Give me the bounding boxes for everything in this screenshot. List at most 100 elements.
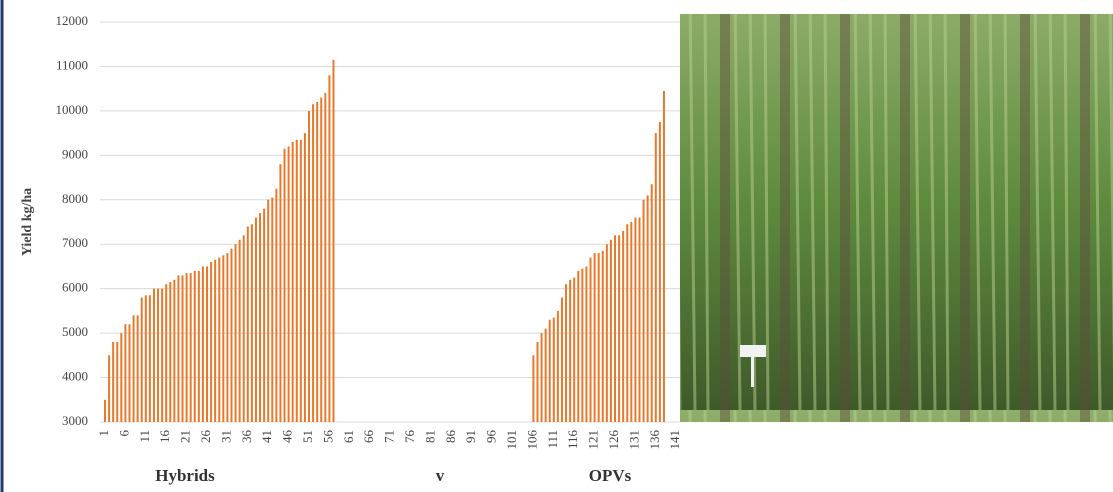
bar [259, 213, 262, 422]
bar [642, 199, 645, 422]
bar [152, 288, 155, 422]
bar [185, 273, 188, 422]
bar [112, 342, 115, 422]
bar [283, 148, 286, 422]
bar [116, 342, 119, 422]
x-tick-label: 86 [443, 430, 458, 444]
x-tick-label: 116 [565, 430, 580, 450]
bar [250, 224, 253, 422]
bar [544, 328, 547, 422]
y-tick-label: 5000 [62, 324, 88, 339]
bar [532, 355, 535, 422]
bar [560, 297, 563, 422]
bar [552, 317, 555, 422]
x-tick-label: 91 [463, 430, 478, 443]
y-tick-label: 8000 [62, 191, 88, 206]
bar [638, 217, 641, 422]
bar [214, 259, 217, 422]
bar [165, 284, 168, 422]
bar [316, 102, 319, 422]
bar [320, 97, 323, 423]
bar [654, 133, 657, 422]
x-tick-label: 61 [341, 430, 356, 443]
bar [299, 139, 302, 422]
y-tick-label: 9000 [62, 146, 88, 161]
photo-sign-post [751, 357, 754, 387]
x-tick-label: 136 [647, 430, 662, 450]
x-tick-label: 66 [361, 430, 376, 444]
bar [593, 253, 596, 422]
x-tick-label: 71 [382, 430, 397, 443]
bar [222, 255, 225, 422]
bar [295, 139, 298, 422]
bar [279, 164, 282, 422]
x-tick-label: 121 [586, 430, 601, 450]
x-tick-label: 96 [484, 430, 499, 444]
bar [124, 324, 127, 422]
bar [210, 262, 213, 422]
bar [206, 266, 208, 422]
bar [136, 315, 139, 422]
bar [189, 273, 192, 422]
y-tick-label: 10000 [56, 102, 89, 117]
bar [605, 244, 608, 422]
group-label: v [436, 466, 445, 485]
bar [169, 282, 172, 422]
bar [267, 199, 270, 422]
x-tick-label: 31 [218, 430, 233, 443]
bar [177, 275, 180, 422]
bar [108, 355, 111, 422]
bar [540, 333, 543, 422]
bar [157, 288, 160, 422]
bar [161, 288, 164, 422]
bar [120, 333, 123, 422]
photo [680, 14, 1113, 422]
bar [650, 184, 653, 422]
bar [328, 75, 331, 422]
x-tick-label: 101 [504, 430, 519, 450]
x-tick-label: 11 [137, 430, 152, 443]
bar [573, 277, 576, 422]
bar [104, 399, 106, 422]
bar [181, 275, 184, 422]
x-tick-label: 21 [178, 430, 193, 443]
bar [132, 315, 135, 422]
bar [536, 342, 539, 422]
x-tick-label: 81 [422, 430, 437, 443]
x-tick-label: 26 [198, 430, 213, 444]
x-tick-label: 36 [239, 430, 254, 444]
group-label: Hybrids [155, 466, 215, 485]
y-tick-label: 7000 [62, 235, 88, 250]
x-tick-label: 56 [320, 430, 335, 444]
bar [324, 93, 327, 422]
bar [634, 217, 637, 422]
bar [218, 257, 221, 422]
x-tick-label: 111 [545, 430, 560, 449]
x-tick-label: 6 [116, 430, 131, 437]
bar [201, 266, 204, 422]
bar [128, 324, 131, 422]
bar [589, 257, 592, 422]
bar [254, 217, 257, 422]
bar [585, 266, 588, 422]
y-tick-label: 6000 [62, 280, 88, 295]
bar [263, 208, 266, 422]
x-tick-label: 1 [96, 430, 111, 437]
y-tick-label: 4000 [62, 369, 88, 384]
bar [148, 295, 151, 422]
bar [658, 122, 661, 422]
x-tick-label: 46 [280, 430, 295, 444]
bar [140, 297, 143, 422]
bar [271, 197, 274, 422]
bar [234, 244, 237, 422]
bar [287, 146, 290, 422]
x-tick-label: 126 [606, 430, 621, 450]
bar [646, 195, 649, 422]
x-tick-label: 41 [259, 430, 274, 443]
x-tick-label: 131 [626, 430, 641, 450]
group-label: OPVs [589, 466, 632, 485]
bar [601, 250, 604, 422]
bar [626, 224, 629, 422]
bar [662, 90, 665, 422]
